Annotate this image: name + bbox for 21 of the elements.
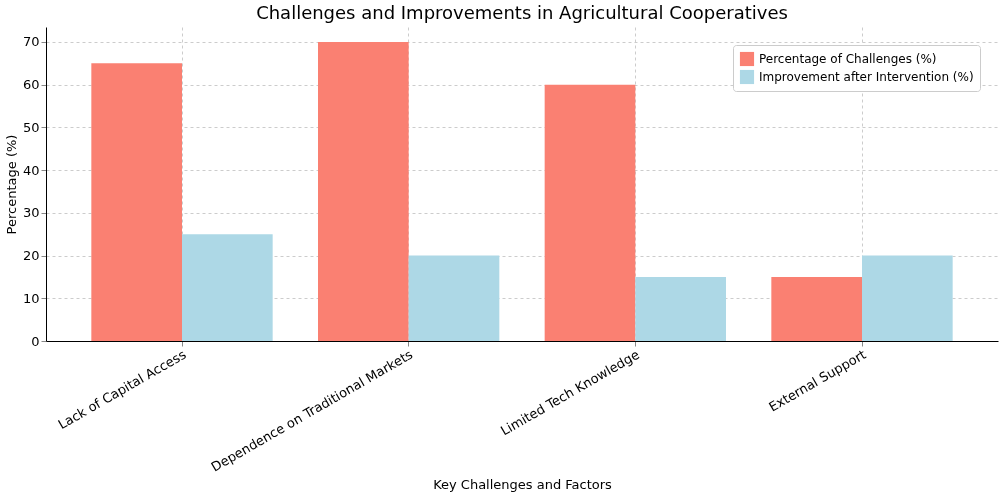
y-tick-label: 60 — [22, 77, 40, 93]
y-tick-label: 10 — [22, 290, 40, 306]
y-tick-label: 70 — [22, 34, 40, 50]
legend-label: Percentage of Challenges (%) — [759, 52, 937, 66]
bar — [182, 234, 273, 341]
y-tick-label: 0 — [31, 333, 40, 349]
y-tick-label: 30 — [22, 205, 40, 221]
chart-title: Challenges and Improvements in Agricultural Cooperatives — [256, 2, 788, 23]
bar — [91, 63, 182, 341]
y-tick-label: 20 — [22, 248, 40, 264]
y-axis-title: Percentage (%) — [3, 134, 19, 235]
y-tick-label: 40 — [22, 162, 40, 178]
x-axis-title: Key Challenges and Factors — [433, 476, 613, 492]
bar — [544, 84, 636, 341]
bar — [408, 255, 500, 341]
bar — [862, 255, 953, 341]
y-tick-label: 50 — [22, 119, 40, 135]
bar — [771, 276, 862, 341]
legend-label: Improvement after Intervention (%) — [759, 70, 974, 84]
bar — [318, 41, 409, 341]
bar — [635, 276, 726, 341]
